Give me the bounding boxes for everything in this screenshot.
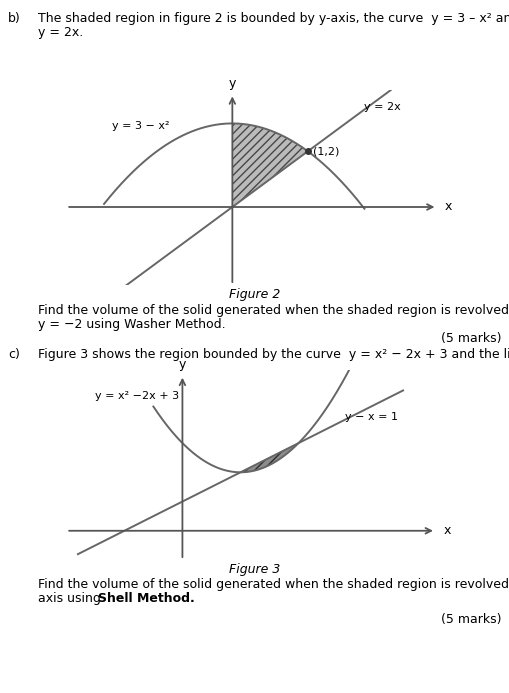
Text: Shell Method.: Shell Method. — [98, 592, 194, 605]
Text: y = 2x: y = 2x — [364, 101, 401, 112]
Text: y: y — [228, 77, 236, 89]
Text: y: y — [178, 358, 186, 371]
Text: (1,2): (1,2) — [313, 146, 339, 156]
Text: y = 2x.: y = 2x. — [38, 26, 83, 39]
Text: b): b) — [8, 12, 21, 25]
Text: c): c) — [8, 348, 20, 361]
Text: y = x² −2x + 3: y = x² −2x + 3 — [95, 392, 179, 401]
Text: y − x = 1: y − x = 1 — [344, 412, 397, 422]
Text: The shaded region in figure 2 is bounded by y-axis, the curve  y = 3 – x² and th: The shaded region in figure 2 is bounded… — [38, 12, 509, 25]
Text: y = 3 − x²: y = 3 − x² — [111, 121, 169, 131]
Text: (5 marks): (5 marks) — [441, 332, 501, 345]
Text: Figure 3 shows the region bounded by the curve  y = x² − 2x + 3 and the line  y : Figure 3 shows the region bounded by the… — [38, 348, 509, 361]
Text: (5 marks): (5 marks) — [441, 613, 501, 626]
Text: axis using: axis using — [38, 592, 105, 605]
Text: Find the volume of the solid generated when the shaded region is revolved about : Find the volume of the solid generated w… — [38, 578, 509, 591]
Text: x: x — [442, 525, 450, 537]
Text: y = −2 using Washer Method.: y = −2 using Washer Method. — [38, 318, 225, 331]
Text: Figure 2: Figure 2 — [229, 288, 280, 301]
Text: Figure 3: Figure 3 — [229, 563, 280, 576]
Text: x: x — [444, 200, 451, 213]
Text: Find the volume of the solid generated when the shaded region is revolved about : Find the volume of the solid generated w… — [38, 304, 509, 317]
